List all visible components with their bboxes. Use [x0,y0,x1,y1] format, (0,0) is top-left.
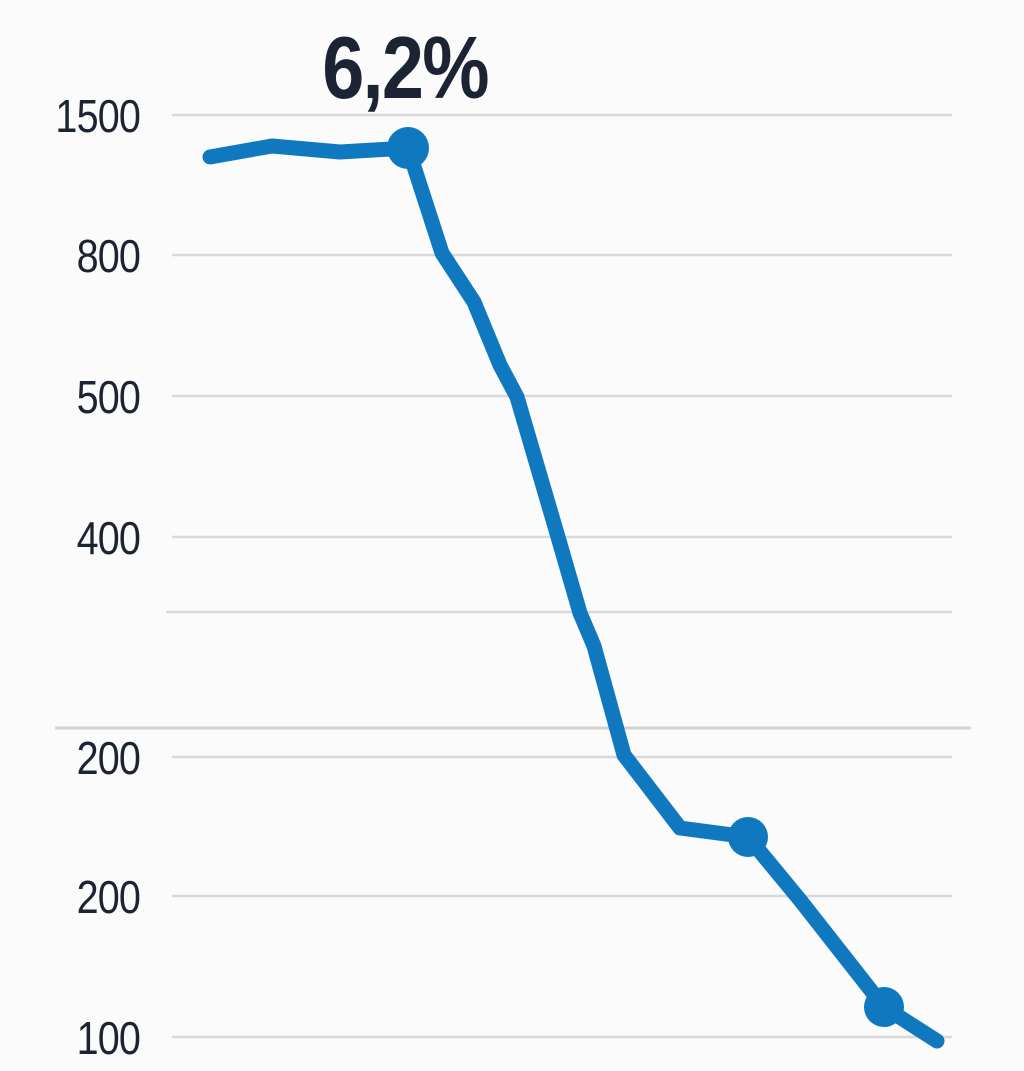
data-point-marker [864,987,904,1027]
y-axis-tick-label: 200 [76,732,141,784]
y-axis-tick-label: 400 [76,512,141,564]
y-axis-tick-label: 800 [76,230,141,282]
y-axis-tick-label: 200 [76,871,141,923]
y-axis-tick-label: 500 [76,371,141,423]
data-point-marker [387,127,429,169]
y-axis-tick-label: 100 [76,1012,141,1064]
y-axis-tick-label: 1500 [55,90,140,142]
data-line [202,138,945,1049]
data-point-marker [728,817,768,857]
data-point-label: 6,2% [322,18,489,117]
